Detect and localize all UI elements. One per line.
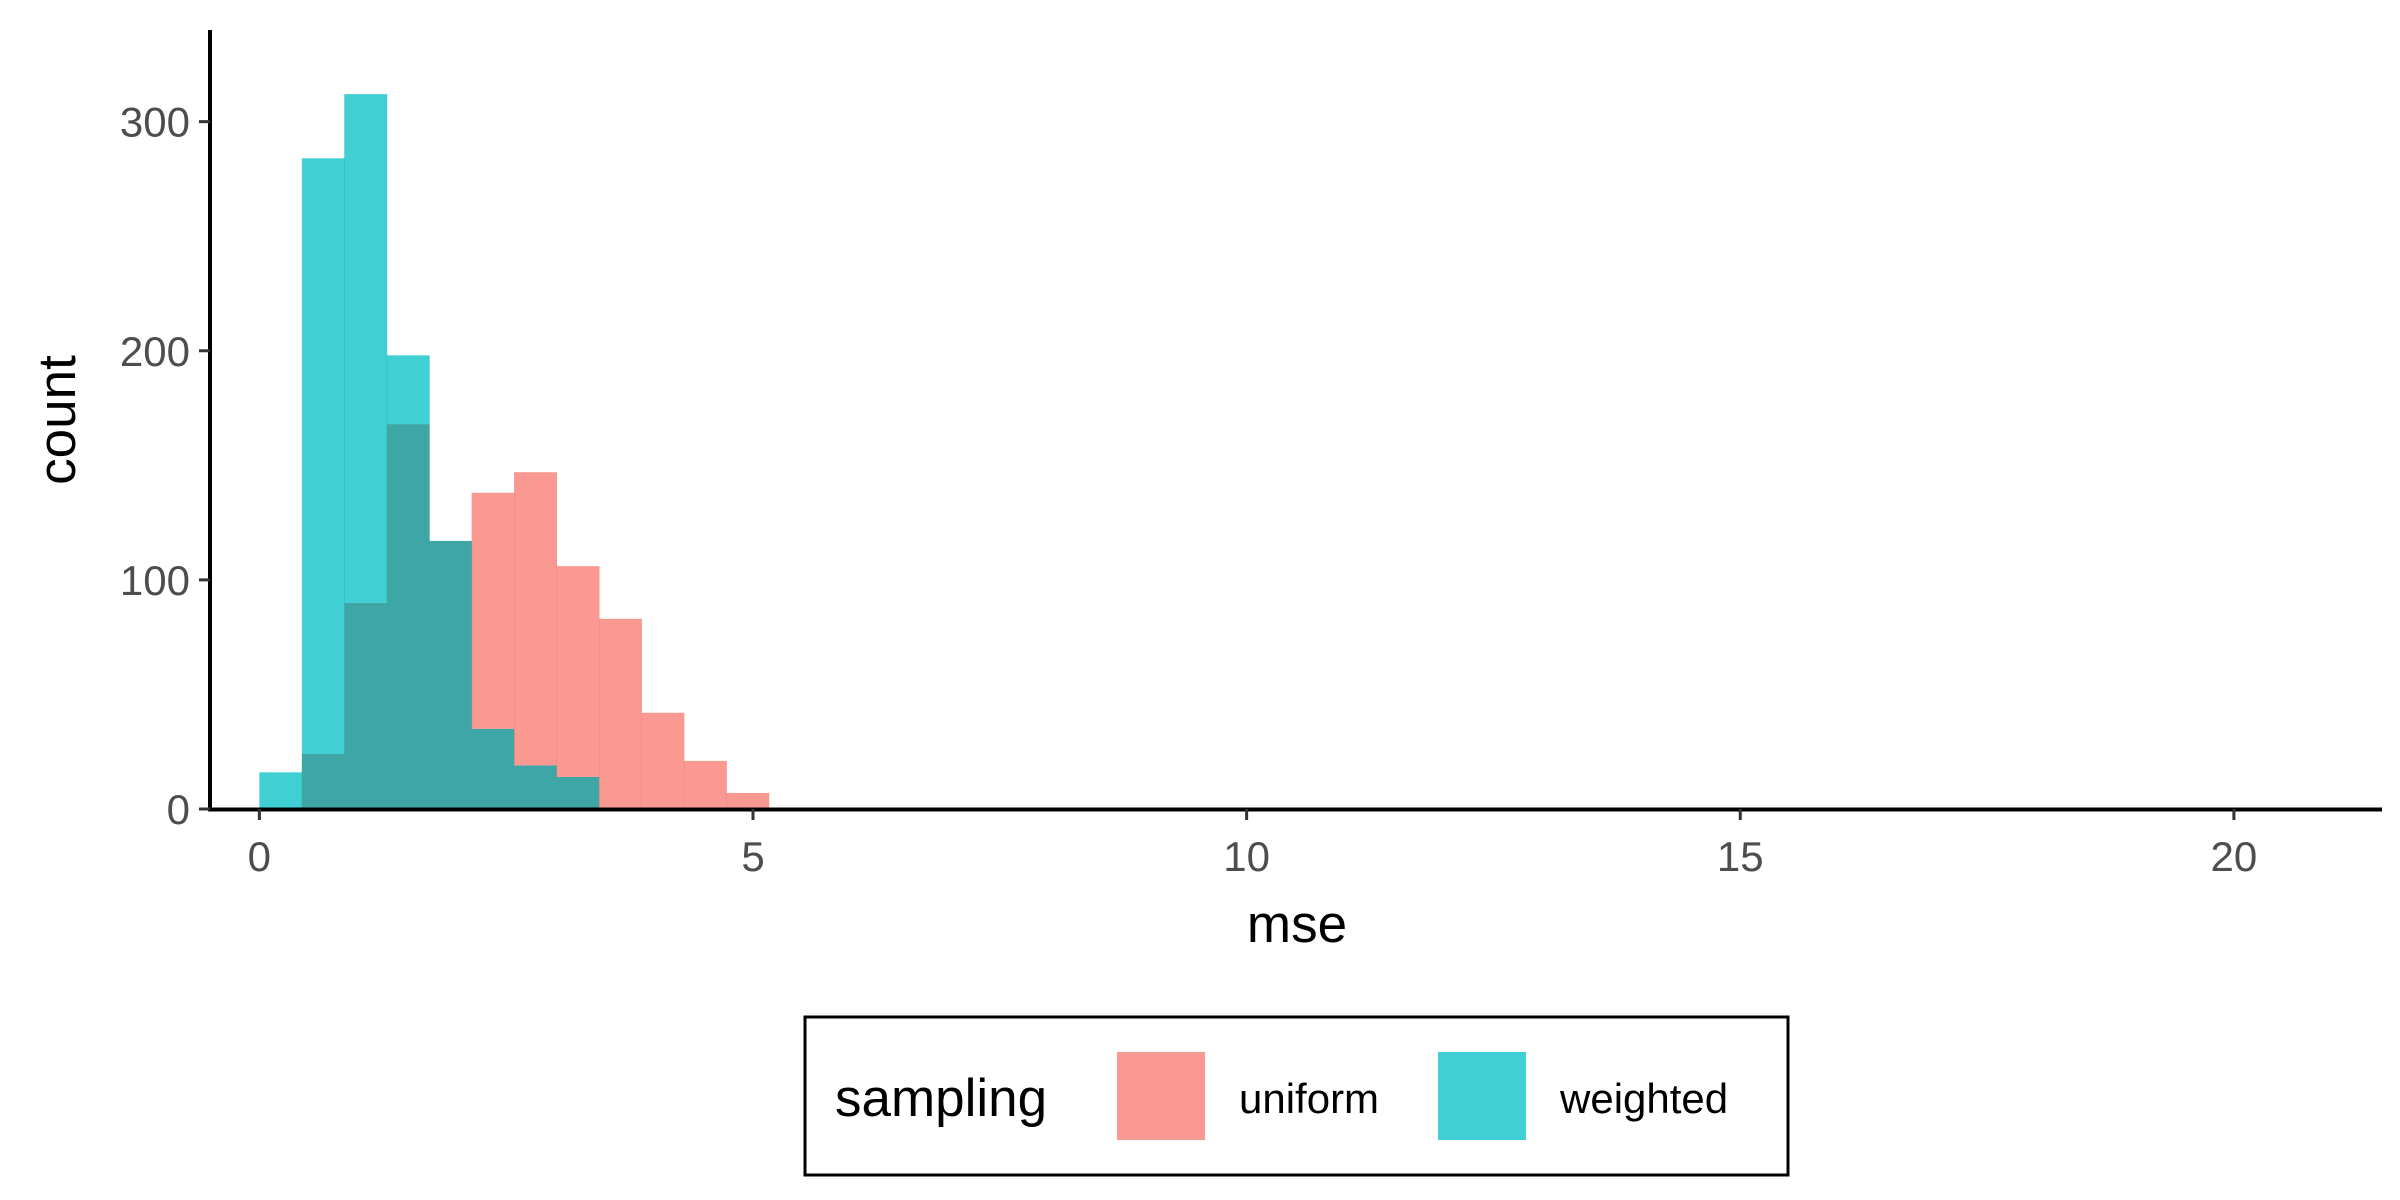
legend-title: sampling xyxy=(835,1069,1047,1128)
x-tick-label: 5 xyxy=(741,833,764,880)
y-tick-label: 0 xyxy=(167,786,190,833)
bar-uniform xyxy=(683,760,727,809)
overlap-bar xyxy=(386,424,430,809)
bar-weighted xyxy=(344,94,388,603)
bar-uniform xyxy=(641,712,685,809)
legend-key-uniform xyxy=(1117,1052,1205,1140)
x-tick-label: 10 xyxy=(1223,833,1270,880)
legend-label-uniform: uniform xyxy=(1239,1075,1379,1122)
overlap-bar xyxy=(514,765,558,809)
y-axis-title: count xyxy=(28,355,87,485)
x-tick-label: 20 xyxy=(2211,833,2258,880)
bars-layer xyxy=(259,94,770,809)
bar-uniform xyxy=(556,566,600,777)
x-axis-title: mse xyxy=(1247,895,1347,954)
x-tick-label: 0 xyxy=(248,833,271,880)
legend: sampling uniform weighted xyxy=(803,1015,1790,1177)
bar-uniform xyxy=(598,618,642,809)
overlap-bar xyxy=(301,754,345,809)
overlap-bar xyxy=(344,602,388,809)
overlap-bar xyxy=(429,540,473,809)
legend-label-weighted: weighted xyxy=(1559,1075,1728,1122)
bar-uniform xyxy=(726,792,770,809)
bar-weighted xyxy=(301,158,345,755)
y-tick-label: 200 xyxy=(120,328,190,375)
x-tick-label: 15 xyxy=(1717,833,1764,880)
overlap-bar xyxy=(556,776,600,809)
bar-weighted xyxy=(259,772,303,809)
y-tick-label: 300 xyxy=(120,99,190,146)
legend-key-weighted xyxy=(1438,1052,1526,1140)
axes-layer xyxy=(208,30,2382,812)
legend-box xyxy=(803,1015,1790,1177)
y-tick-label: 100 xyxy=(120,557,190,604)
bar-weighted xyxy=(386,355,430,425)
bar-uniform xyxy=(471,492,515,729)
overlap-bar xyxy=(471,728,515,809)
bar-uniform xyxy=(514,472,558,766)
